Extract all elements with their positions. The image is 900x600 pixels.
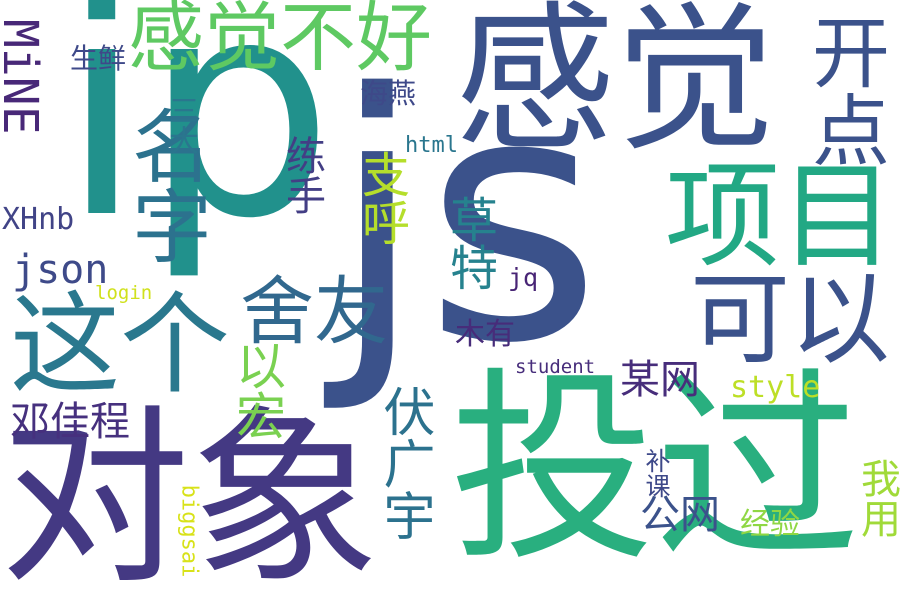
word-json: json [12, 247, 109, 293]
word-yihong: 以宏 [228, 340, 286, 440]
word-biggsai: biggsai [176, 484, 202, 578]
word-ip: ip [60, 0, 334, 284]
word-buke: 补课 [642, 448, 671, 498]
word-gongwang: 公网 [640, 492, 720, 538]
word-mine: MiNE [0, 19, 48, 135]
word-touguo: 投过 [450, 351, 860, 589]
word-caote: 草特 [441, 195, 497, 291]
word-zhege: 这个 [10, 281, 230, 409]
word-shengxian: 生鲜 [70, 42, 127, 75]
word-js: js [330, 22, 602, 418]
word-dengjiacheng: 邓佳程 [10, 399, 130, 445]
word-fuguangyu: 伏广宇 [374, 385, 434, 541]
word-keyi: 可以 [690, 261, 890, 378]
word-xhnb: XHnb [2, 202, 75, 237]
word-sanda: 三大 [163, 95, 198, 155]
word-zhihu: 支呼 [353, 150, 409, 246]
word-style: style [730, 370, 821, 405]
word-mouwang: 某网 [620, 357, 700, 403]
word-lianshou: 练手 [279, 135, 325, 215]
word-haiyan: 海燕 [360, 77, 417, 110]
word-student: student [515, 356, 596, 378]
word-html: html [405, 133, 458, 158]
word-jq: jq [508, 263, 539, 292]
word-ganjuebuhao: 感觉不好 [128, 0, 432, 82]
word-login: login [95, 282, 153, 304]
word-muyou: 木有 [455, 317, 515, 352]
word-woyong: 我用 [854, 458, 900, 538]
word-jingyan: 经验 [740, 507, 800, 542]
word-kaidian: 开点 [799, 12, 889, 168]
word-duixiang: 对象 [0, 389, 381, 600]
word-sheyou: 舍友 [240, 269, 388, 355]
word-xiangmu: 项目 [665, 150, 896, 284]
word-mingzi: 名字 [119, 105, 212, 265]
word-ganjue: 感觉 [455, 0, 776, 173]
